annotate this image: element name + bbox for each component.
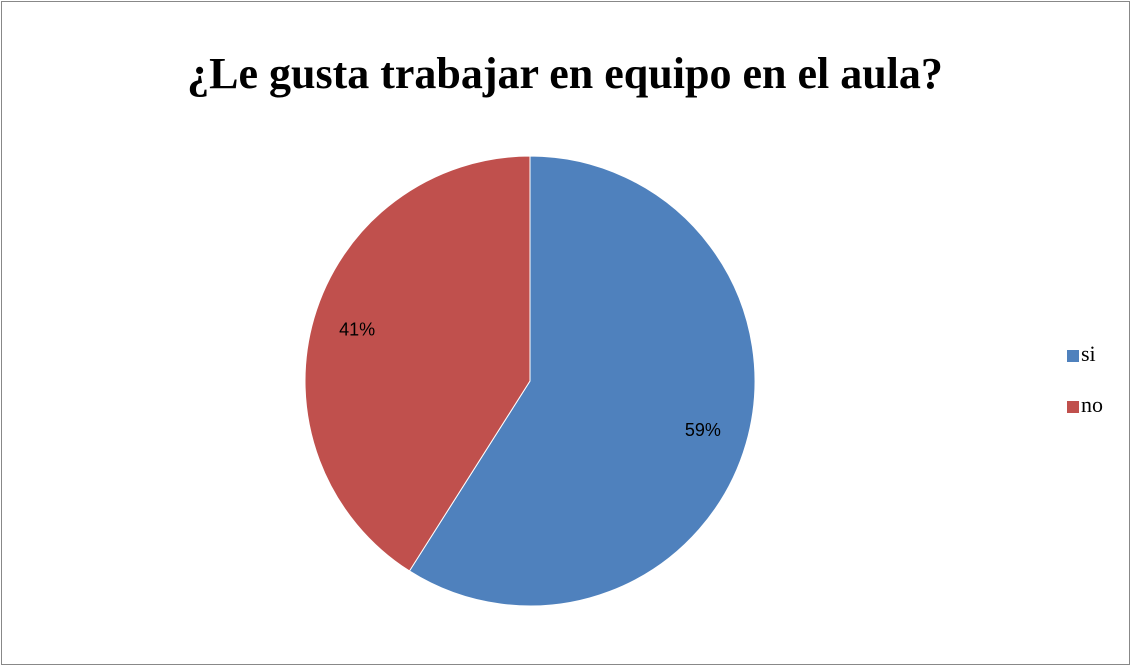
pie-slice xyxy=(304,155,531,572)
legend-label: no xyxy=(1081,392,1103,417)
legend-label: si xyxy=(1081,341,1096,366)
data-label: 41% xyxy=(339,320,375,340)
legend-swatch xyxy=(1067,401,1079,413)
data-label: 59% xyxy=(685,420,721,440)
legend-swatch xyxy=(1067,350,1079,362)
chart-title: ¿Le gusta trabajar en equipo en el aula? xyxy=(187,49,943,98)
pie-slice xyxy=(408,155,756,607)
